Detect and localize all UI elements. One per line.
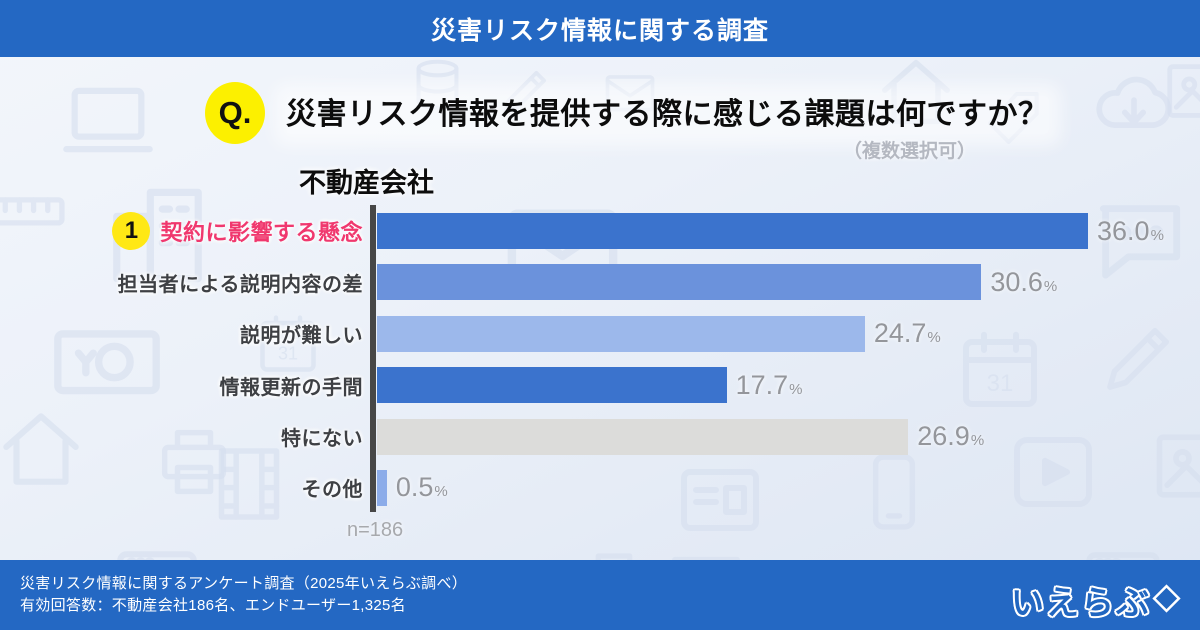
house-icon bbox=[0, 400, 90, 498]
bar-label-cell: 1 契約に影響する懸念 bbox=[0, 212, 370, 250]
respondents-line: 有効回答数：不動産会社186名、エンドユーザー1,325名 bbox=[20, 597, 406, 614]
calendar-icon: 31 bbox=[952, 322, 1048, 418]
bar-value: 26.9% bbox=[917, 421, 985, 452]
bar-label-cell: 特にない bbox=[0, 419, 370, 455]
category-label: 情報更新の手間 bbox=[219, 376, 363, 399]
question-text: 災害リスク情報を提供する際に感じる課題は何ですか？ bbox=[286, 96, 1049, 134]
header: 災害リスク情報に関する調査 bbox=[0, 0, 1200, 57]
play-icon bbox=[1005, 424, 1101, 520]
bar-row: その他 0.5% bbox=[0, 469, 1200, 506]
photo-icon bbox=[1148, 420, 1200, 512]
bar-value: 36.0% bbox=[1097, 215, 1164, 246]
logo-diamond-icon bbox=[1155, 587, 1178, 610]
bar-area: 24.7% bbox=[370, 315, 1200, 352]
category-label: 担当者による説明内容の差 bbox=[117, 273, 363, 296]
ruler-icon bbox=[0, 168, 69, 253]
question-badge-label: Q. bbox=[218, 95, 252, 130]
chat-icon bbox=[1085, 188, 1195, 298]
sample-size-label: n=186 bbox=[347, 519, 404, 541]
bar bbox=[377, 213, 1088, 249]
question-badge: Q. bbox=[205, 82, 265, 144]
bar-area: 30.6% bbox=[370, 264, 1200, 301]
svg-text:31: 31 bbox=[278, 344, 298, 364]
card-icon bbox=[672, 452, 768, 548]
bar-value: 17.7% bbox=[735, 369, 803, 400]
bar-label-cell: 担当者による説明内容の差 bbox=[0, 264, 370, 300]
bar-label-cell: 説明が難しい bbox=[0, 316, 370, 352]
multiple-choice-note: （複数選択可） bbox=[843, 141, 977, 162]
bar-area: 26.9% bbox=[370, 418, 1200, 455]
photo-icon bbox=[1160, 52, 1200, 130]
bar-value: 0.5% bbox=[395, 472, 448, 503]
bar-label-cell: 情報更新の手間 bbox=[0, 367, 370, 403]
bar-row: 特にない 26.9% bbox=[0, 418, 1200, 455]
svg-text:31: 31 bbox=[987, 370, 1014, 397]
bar-value: 30.6% bbox=[990, 266, 1058, 297]
money-icon bbox=[48, 302, 166, 420]
footer: 災害リスク情報に関するアンケート調査（2025年いえらぶ調べ） 有効回答数：不動… bbox=[0, 560, 1200, 630]
bar bbox=[377, 367, 727, 404]
pencil-icon bbox=[1095, 312, 1185, 402]
bar-row: 説明が難しい 24.7% bbox=[0, 315, 1200, 352]
category-label: 契約に影響する懸念 bbox=[160, 220, 363, 245]
bar bbox=[377, 264, 982, 301]
logo-text: いえらぶ bbox=[1011, 584, 1151, 621]
bar-area: 36.0% bbox=[370, 213, 1200, 249]
bar-row: 1 契約に影響する懸念 36.0% bbox=[0, 212, 1200, 250]
bar-area: 0.5% bbox=[370, 469, 1200, 506]
calendar-icon: 31 bbox=[252, 308, 324, 380]
bar-value: 24.7% bbox=[873, 318, 941, 349]
bar-row: 担当者による説明内容の差 30.6% bbox=[0, 264, 1200, 301]
laptop-icon bbox=[58, 70, 158, 170]
phone-icon bbox=[850, 448, 938, 536]
rank-1-badge: 1 bbox=[112, 212, 151, 250]
bar bbox=[377, 315, 865, 352]
chart-title: 不動産会社 bbox=[299, 168, 434, 198]
film-icon bbox=[205, 440, 293, 528]
bar-label-cell: その他 bbox=[0, 470, 370, 506]
y-axis-line bbox=[370, 205, 376, 512]
category-label: 説明が難しい bbox=[240, 325, 363, 348]
category-label: 特にない bbox=[281, 428, 363, 451]
ielove-logo: いえらぶ bbox=[1011, 576, 1178, 624]
bar-area: 17.7% bbox=[370, 367, 1200, 404]
source-line: 災害リスク情報に関するアンケート調査（2025年いえらぶ調べ） bbox=[20, 575, 468, 592]
bar bbox=[377, 418, 909, 455]
page-title: 災害リスク情報に関する調査 bbox=[430, 16, 769, 45]
category-label: その他 bbox=[301, 479, 363, 502]
bar-chart: 1 契約に影響する懸念 36.0% 担当者による説明内容の差 30.6% 説明が難しい 24… bbox=[0, 212, 1200, 506]
bar bbox=[377, 469, 387, 506]
bar-row: 情報更新の手間 17.7% bbox=[0, 367, 1200, 404]
